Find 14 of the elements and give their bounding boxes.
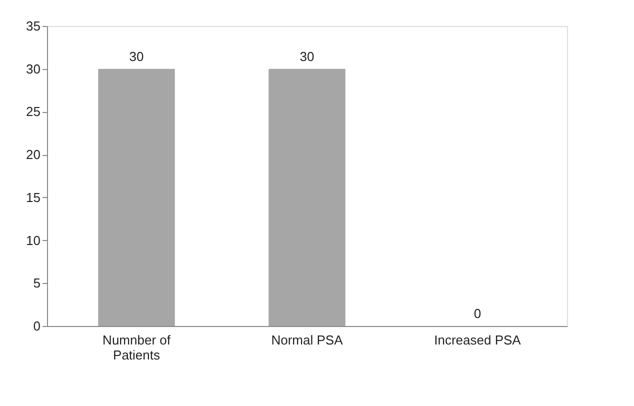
y-tick-label: 30 — [26, 61, 40, 76]
x-tick-label: Increased PSA — [434, 332, 522, 348]
y-tick-label: 0 — [33, 318, 40, 334]
y-tick-label: 5 — [33, 276, 40, 291]
y-tick-label: 35 — [26, 18, 40, 34]
x-tick-label: Numnber of Patients — [102, 332, 171, 362]
y-tick-label: 25 — [26, 104, 40, 120]
y-tick-label: 20 — [26, 147, 40, 162]
y-tick-label: 15 — [26, 190, 40, 205]
data-label: 30 — [300, 48, 314, 64]
data-label: 0 — [474, 306, 482, 321]
y-tick-label: 10 — [26, 232, 40, 248]
x-tick-label: Normal PSA — [271, 332, 344, 348]
data-label: 30 — [129, 48, 144, 64]
